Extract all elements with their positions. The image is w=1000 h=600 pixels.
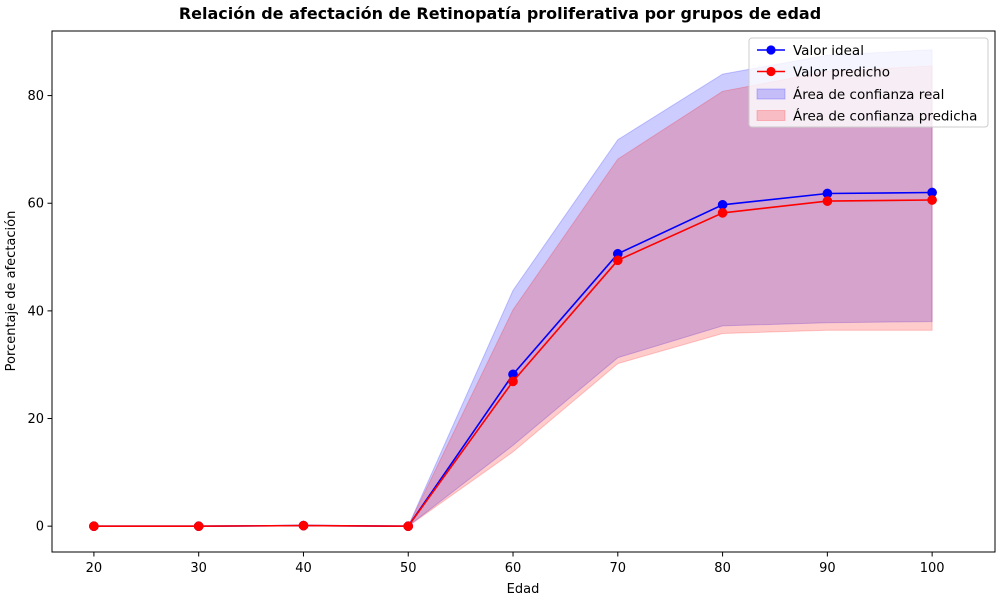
x-tick-label: 100 [920, 561, 945, 576]
x-tick-label: 80 [714, 561, 731, 576]
x-axis-ticks: 20 30 40 50 60 70 80 90 100 [86, 552, 945, 576]
series-2-point [89, 521, 99, 532]
series-2-point [403, 521, 414, 532]
series-2-point [612, 255, 623, 266]
series-2-point [193, 521, 204, 532]
legend-frame [748, 37, 989, 128]
x-tick-label: 70 [610, 561, 627, 576]
y-tick-label: 20 [27, 412, 44, 427]
legend-label-band-1: Área de confianza real [793, 86, 944, 103]
legend-label-1: Valor ideal [793, 43, 864, 59]
chart-title: Relación de afectación de Retinopatía pr… [179, 4, 821, 23]
y-tick-label: 60 [27, 197, 44, 212]
x-axis-label: Edad [507, 582, 540, 597]
legend-marker-2 [766, 66, 776, 77]
x-tick-label: 50 [400, 561, 417, 576]
y-tick-label: 80 [27, 89, 44, 104]
series-lines [89, 187, 937, 532]
legend-label-band-2: Área de confianza predicha [793, 108, 977, 125]
series-2-point [717, 208, 728, 218]
y-tick-label: 0 [36, 520, 44, 535]
y-axis-label: Porcentaje de afectación [4, 211, 19, 372]
series-2-point [822, 196, 833, 206]
y-tick-label: 40 [27, 304, 44, 319]
y-axis-ticks: 0 20 40 60 80 [27, 89, 52, 535]
x-tick-label: 90 [819, 561, 836, 576]
series-2-point [508, 376, 518, 387]
x-tick-label: 60 [505, 561, 522, 576]
series-2-point [298, 520, 309, 531]
legend-label-2: Valor predicho [793, 65, 890, 81]
x-tick-label: 20 [86, 561, 103, 576]
series-2-point [927, 195, 937, 205]
x-tick-label: 30 [190, 561, 207, 576]
legend: Valor ideal Valor predicho Área de confian… [748, 37, 989, 128]
legend-swatch-band-1 [756, 88, 786, 100]
plot-frame [51, 30, 996, 553]
x-tick-label: 40 [295, 561, 312, 576]
series-1-point [717, 199, 728, 210]
legend-marker-1 [766, 45, 776, 55]
legend-swatch-band-2 [756, 110, 786, 121]
